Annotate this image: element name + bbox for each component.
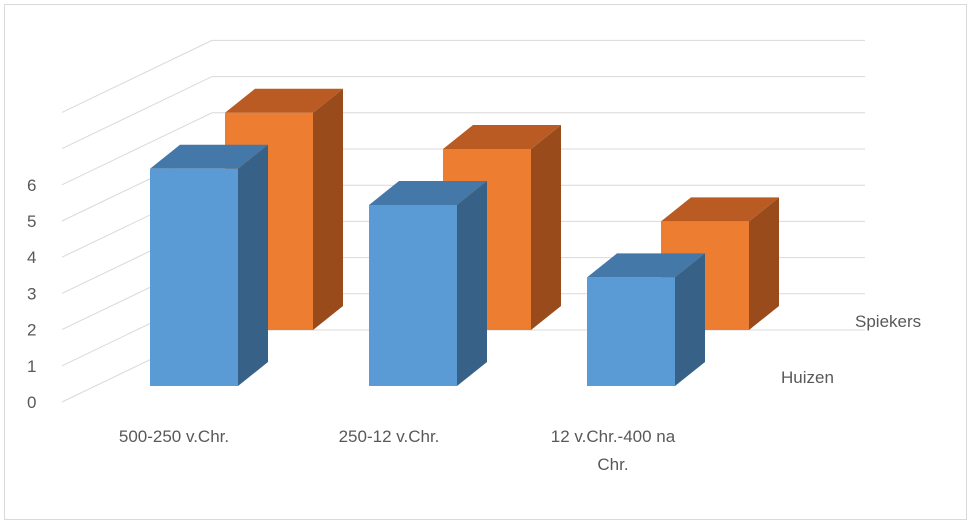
y-tick-label: 3 (27, 284, 36, 303)
y-tick-label: 2 (27, 321, 36, 340)
gridline (61, 39, 865, 113)
gridline (61, 76, 865, 150)
y-tick-label: 1 (27, 357, 36, 376)
y-tick-label: 6 (27, 176, 36, 195)
y-tick-label: 0 (27, 393, 36, 412)
category-label: 12 v.Chr.-400 na (551, 427, 676, 446)
series-label-spiekers: Spiekers (855, 312, 921, 331)
depth-axis-series-labels: Huizen Spiekers (781, 312, 921, 387)
bar-huizen-3 (587, 253, 705, 386)
category-label: 250-12 v.Chr. (339, 427, 440, 446)
gridline (61, 112, 865, 186)
x-axis-category-labels: 500-250 v.Chr. 250-12 v.Chr. 12 v.Chr.-400… (119, 427, 676, 474)
series-huizen (150, 144, 705, 386)
category-label: 500-250 v.Chr. (119, 427, 229, 446)
bar-huizen-2 (369, 181, 487, 386)
y-tick-label: 5 (27, 212, 36, 231)
y-axis-tick-labels: 0 1 2 3 4 5 6 (27, 176, 36, 412)
category-label: Chr. (597, 455, 628, 474)
bar-huizen-1 (150, 144, 268, 386)
y-tick-label: 4 (27, 248, 36, 267)
series-label-huizen: Huizen (781, 368, 834, 387)
